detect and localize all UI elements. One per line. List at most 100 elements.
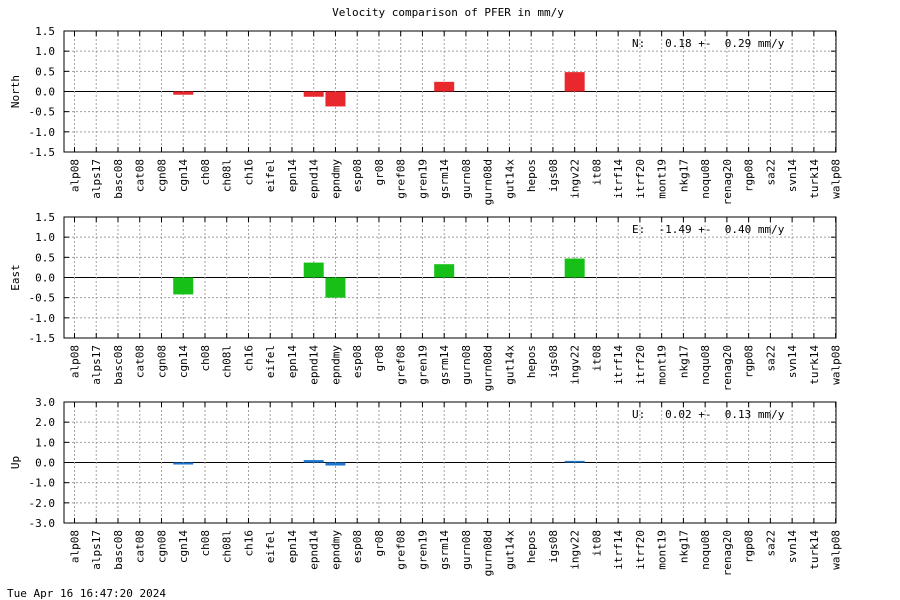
x-tick-label: itrf20: [634, 159, 647, 199]
stat-annotation: E: -1.49 +- 0.40 mm/y: [632, 223, 785, 236]
x-tick-label: basc08: [112, 159, 125, 199]
x-tick-label: basc08: [112, 345, 125, 385]
y-tick-label: 3.0: [35, 396, 55, 409]
x-tick-label: alp08: [69, 345, 82, 378]
x-tick-label: gurn08: [460, 345, 473, 385]
x-tick-label: alp08: [69, 159, 82, 192]
y-tick-label: 1.5: [35, 211, 55, 224]
bar-ingv22: [564, 460, 585, 463]
y-tick-label: -2.0: [29, 497, 56, 510]
x-tick-label: gr08: [373, 530, 386, 557]
x-tick-label: sa22: [764, 345, 777, 372]
y-tick-label: -0.5: [29, 106, 56, 119]
x-tick-label: cat08: [134, 159, 147, 192]
bar-epndmy: [325, 462, 346, 466]
y-tick-label: -0.5: [29, 292, 56, 305]
x-tick-label: alps17: [90, 159, 103, 199]
x-tick-label: gsrm14: [438, 345, 451, 385]
x-tick-label: renag20: [721, 345, 734, 391]
x-tick-label: cgn08: [155, 530, 168, 563]
x-tick-label: epn14: [286, 345, 299, 378]
x-tick-label: ch16: [242, 159, 255, 186]
x-tick-label: turk14: [808, 159, 821, 199]
x-tick-label: eifel: [264, 345, 277, 378]
x-tick-label: alps17: [90, 530, 103, 570]
x-tick-label: cgn14: [177, 345, 190, 378]
x-tick-label: turk14: [808, 530, 821, 570]
y-tick-label: 0.0: [35, 86, 55, 99]
y-tick-label: 0.0: [35, 457, 55, 470]
x-tick-label: ingv22: [569, 345, 582, 385]
x-tick-label: rgp08: [743, 345, 756, 378]
bar-epnd14: [303, 460, 324, 463]
x-tick-label: it08: [590, 159, 603, 186]
x-tick-label: hepos: [525, 530, 538, 563]
x-tick-label: ingv22: [569, 159, 582, 199]
x-tick-label: hepos: [525, 345, 538, 378]
x-tick-label: epndmy: [329, 530, 342, 570]
x-tick-label: esp08: [351, 530, 364, 563]
x-tick-label: itrf14: [612, 159, 625, 199]
x-tick-label: ch16: [242, 345, 255, 372]
y-axis-label: Up: [9, 456, 22, 469]
bar-gsrm14: [434, 81, 455, 92]
y-tick-label: -1.5: [29, 332, 56, 345]
panel-north: 1.5 1.0 0.5 0.0 -0.5 -1.0 -1.5 alp08 alps17 basc0…: [9, 25, 843, 205]
bar-cgn14: [173, 462, 194, 465]
x-tick-label: gr08: [373, 159, 386, 186]
x-tick-label: turk14: [808, 345, 821, 385]
x-tick-label: epnd14: [308, 345, 321, 385]
stat-annotation: N: 0.18 +- 0.29 mm/y: [632, 37, 785, 50]
y-tick-label: -1.0: [29, 312, 56, 325]
panel-up: 3.0 2.0 1.0 0.0 -1.0 -2.0 -3.0 alp08 alps17 basc0…: [9, 396, 843, 576]
x-tick-label: gurn08d: [482, 530, 495, 576]
x-tick-label: epndmy: [329, 159, 342, 199]
y-tick-label: -3.0: [29, 517, 56, 530]
x-tick-label: gsrm14: [438, 530, 451, 570]
x-tick-label: walp08: [830, 345, 843, 385]
bar-epndmy: [325, 277, 346, 298]
x-tick-label: cat08: [134, 345, 147, 378]
x-tick-label: gref08: [395, 159, 408, 199]
x-tick-label: renag20: [721, 530, 734, 576]
bar-epndmy: [325, 91, 346, 107]
plot-frame: [63, 401, 837, 524]
bar-epnd14: [303, 262, 324, 278]
x-tick-label: sa22: [764, 159, 777, 186]
x-tick-label: basc08: [112, 530, 125, 570]
y-tick-label: 0.5: [35, 65, 55, 78]
panel-east: 1.5 1.0 0.5 0.0 -0.5 -1.0 -1.5 alp08 alps17 basc0…: [9, 211, 843, 391]
x-tick-label: cat08: [134, 530, 147, 563]
x-tick-label: gren19: [416, 345, 429, 385]
x-tick-label: gurn08: [460, 530, 473, 570]
y-tick-label: 1.0: [35, 231, 55, 244]
x-tick-label: itrf20: [634, 530, 647, 570]
x-tick-label: svn14: [786, 345, 799, 378]
x-tick-label: gref08: [395, 530, 408, 570]
y-tick-label: -1.5: [29, 146, 56, 159]
x-tick-label: ingv22: [569, 530, 582, 570]
y-tick-label: 2.0: [35, 416, 55, 429]
x-tick-label: ch08l: [221, 159, 234, 192]
x-tick-label: esp08: [351, 159, 364, 192]
x-tick-label: sa22: [764, 530, 777, 557]
x-tick-label: ch08: [199, 530, 212, 557]
stat-annotation: U: 0.02 +- 0.13 mm/y: [632, 408, 785, 421]
x-tick-label: ch08: [199, 159, 212, 186]
x-tick-label: gurn08d: [482, 345, 495, 391]
x-tick-label: ch08l: [221, 530, 234, 563]
x-tick-label: renag20: [721, 159, 734, 205]
x-tick-label: igs08: [547, 530, 560, 563]
x-tick-label: igs08: [547, 159, 560, 192]
x-tick-label: eifel: [264, 159, 277, 192]
x-tick-label: gr08: [373, 345, 386, 372]
bar-cgn14: [173, 91, 194, 95]
x-tick-label: nkg17: [677, 345, 690, 378]
x-tick-label: epnd14: [308, 159, 321, 199]
x-tick-label: walp08: [830, 159, 843, 199]
bar-ingv22: [564, 72, 585, 92]
x-tick-label: nkg17: [677, 159, 690, 192]
x-tick-label: itrf14: [612, 345, 625, 385]
plot-frame: [63, 30, 837, 153]
